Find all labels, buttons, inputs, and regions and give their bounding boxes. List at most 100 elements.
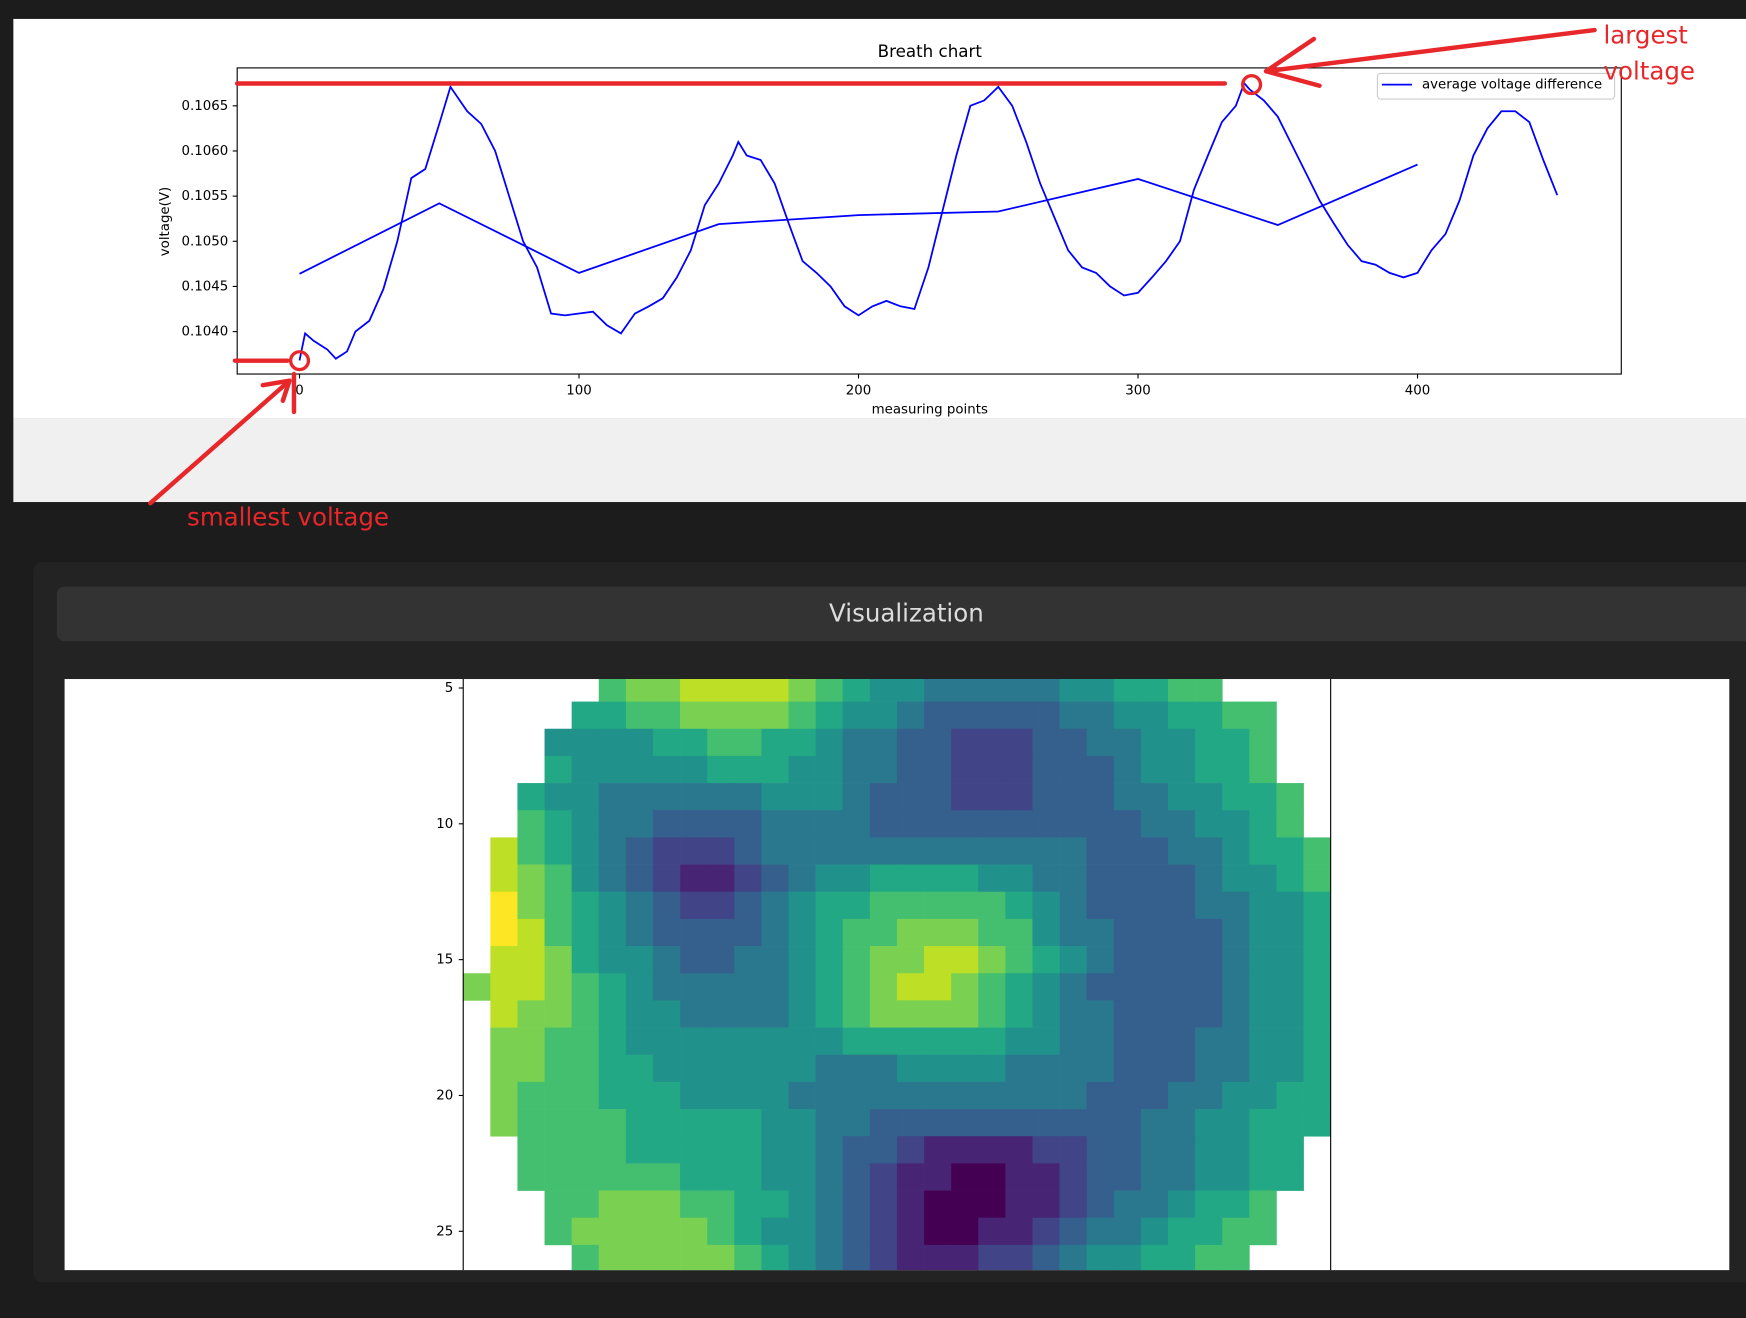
heatmap-cell [761,1054,789,1083]
heatmap-cell [571,1054,600,1083]
heatmap-cell [1249,1081,1277,1110]
heatmap-cell [1032,1217,1060,1246]
x-tick-label: 0 [295,384,304,399]
heatmap-cell [625,755,654,784]
heatmap-cell [1168,728,1196,757]
heatmap-cell [978,837,1006,865]
heatmap-cell [1113,1163,1142,1191]
heatmap-cell [924,1217,952,1246]
heatmap-cell [1249,864,1277,893]
heatmap-cell [544,1136,572,1164]
heatmap-cell [1140,1054,1169,1083]
heatmap-cell [734,1136,762,1164]
heatmap-cell [707,1217,735,1246]
heatmap-cell [1249,755,1277,784]
heatmap-cell [1168,1163,1196,1191]
heatmap-cell [1113,810,1142,838]
heatmap-cell [842,679,871,702]
heatmap-cell [1222,973,1250,1001]
heatmap-cell [1222,1136,1250,1164]
heatmap-cell [1086,1027,1115,1056]
heatmap-cell [1249,701,1277,730]
heatmap-cell [517,1054,545,1083]
heatmap-cell [544,810,572,838]
heatmap-cell [1113,1000,1142,1028]
heatmap-cell [842,973,871,1001]
heatmap-cell [571,1136,600,1164]
heatmap-cell [598,973,627,1001]
panel-header [56,586,1746,642]
heatmap-cell [707,864,735,893]
heatmap-cell [1032,1081,1060,1110]
heatmap-cell [652,1190,681,1219]
heatmap-cell [1113,1081,1142,1110]
heatmap-cell [1195,728,1223,757]
heatmap-cell [734,891,762,920]
heatmap-cell [1059,918,1088,947]
heatmap-cell [1276,1109,1304,1137]
heatmap-cell [598,891,627,920]
heatmap-cell [1168,1054,1196,1083]
heatmap-cell [707,837,735,865]
heatmap-cell [707,755,735,784]
heatmap-cell [761,1109,789,1137]
heatmap-cell [734,918,762,947]
heatmap-cell [1140,810,1169,838]
heatmap-cell [1005,973,1033,1001]
heatmap-cell [1113,1109,1142,1137]
heatmap-cell [1303,1054,1331,1083]
heatmap-cell [1276,837,1304,865]
heatmap-cell [924,1190,952,1219]
heatmap-cell [815,1244,844,1271]
heatmap-cell [951,1244,979,1271]
heatmap-cell [978,1081,1006,1110]
heatmap-cell [924,946,952,974]
heatmap-cell [1059,1081,1088,1110]
heatmap-cell [1032,810,1060,838]
heatmap-cell [1222,918,1250,947]
heatmap-cell [842,1244,871,1271]
heatmap-cell [517,1136,545,1164]
heatmap-cell [896,1054,925,1083]
heatmap-cell [842,701,871,730]
heatmap-cell [1032,728,1060,757]
heatmap-cell [978,946,1006,974]
heatmap-cell [1195,891,1223,920]
heatmap-cell [951,783,979,811]
heatmap-cell [517,946,545,974]
heatmap-cell [734,1081,762,1110]
heatmap-cell [788,701,816,730]
heatmap-cell [815,783,844,811]
heatmap-cell [924,701,952,730]
heatmap-cell [571,1027,600,1056]
heatmap-cell [680,973,708,1001]
heatmap-cell [1059,810,1088,838]
heatmap-cell [842,946,871,974]
heatmap-cell [734,728,762,757]
heatmap-cell [490,864,518,893]
heatmap-cell [788,1081,816,1110]
heatmap-cell [571,810,600,838]
heatmap-cell [1140,891,1169,920]
heatmap-cell [1005,783,1033,811]
heatmap-cell [978,891,1006,920]
heatmap-cell [842,918,871,947]
heatmap-cell [924,1136,952,1164]
heatmap-cell [1059,837,1088,865]
heatmap-cell [978,1054,1006,1083]
y-tick-label: 0.1065 [182,99,229,114]
heatmap-cell [869,973,898,1001]
heatmap-cell [815,728,844,757]
heatmap-cell [1032,1244,1060,1271]
heatmap-cell [761,1081,789,1110]
heatmap-cell [517,973,545,1001]
heatmap-cell [652,837,681,865]
heatmap-cell [1195,1190,1223,1219]
heatmap-cell [896,1027,925,1056]
heatmap-cell [598,837,627,865]
heatmap-cell [1032,755,1060,784]
heatmap-cell [788,864,816,893]
heatmap-cell [571,973,600,1001]
heatmap-cell [707,679,735,702]
